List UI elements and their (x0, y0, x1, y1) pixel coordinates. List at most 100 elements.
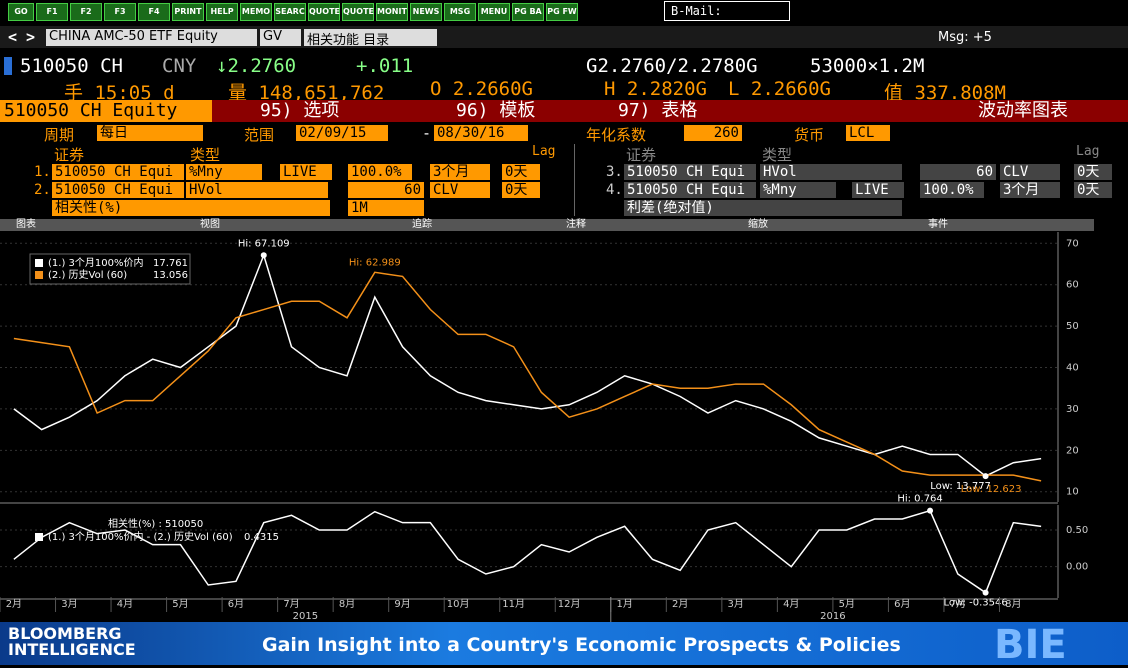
legend-value: 13.056 (153, 270, 188, 281)
banner[interactable] (0, 622, 1128, 665)
bid-ask: G2.2760/2.2780G (586, 55, 758, 77)
x-group-label: 2015 (293, 611, 318, 622)
chart: 10 20 30 40 50 60 70 0.00 0.50 (1.) 3个月100%价内 17.7… (0, 232, 1088, 622)
currency: CNY (162, 55, 197, 77)
field[interactable]: HVol (760, 164, 902, 180)
legend-value: 0.4315 (244, 532, 279, 543)
y-tick-label: 60 (1066, 280, 1079, 291)
x-tick-label: 11月 (502, 598, 525, 610)
field[interactable]: LIVE (280, 164, 332, 180)
button[interactable]: F3 (104, 3, 136, 21)
field[interactable]: 利差(绝对值) (624, 200, 902, 216)
x-tick-label: 5月 (172, 598, 188, 610)
toolbar-item[interactable]: 追踪 (412, 219, 432, 230)
field[interactable]: 510050 CH Equi (624, 164, 756, 180)
button[interactable]: F1 (36, 3, 68, 21)
period[interactable]: 每日 (97, 125, 203, 141)
chart-toolbar (0, 219, 1094, 231)
label: 年化系数 (586, 126, 647, 144)
button[interactable]: F4 (138, 3, 170, 21)
y-tick-label: 10 (1066, 487, 1079, 498)
toolbar-item[interactable]: 事件 (928, 219, 948, 230)
row-num: 3. (606, 164, 623, 180)
annotation: Low: 13.777 (930, 481, 991, 492)
function-select[interactable]: GV (260, 29, 301, 46)
x-tick-label: 7月 (283, 598, 299, 610)
x-tick-label: 6月 (894, 598, 910, 610)
field[interactable]: 100.0% (920, 182, 984, 198)
y-tick-label: 20 (1066, 445, 1079, 456)
related-menu[interactable]: 相关功能 目录 (304, 29, 437, 48)
button[interactable]: HELP (206, 3, 238, 21)
volume: 量 148,651,762 (228, 82, 385, 104)
msg[interactable]: Msg: +5 (938, 30, 992, 45)
button[interactable]: MENU (478, 3, 510, 21)
field[interactable]: 3个月 (1000, 182, 1060, 198)
field[interactable]: 510050 CH Equi (52, 182, 184, 198)
tab[interactable]: 97) 表格 (618, 100, 698, 121)
button[interactable]: SEARC (274, 3, 306, 21)
field[interactable]: %Mny (760, 182, 836, 198)
security-input[interactable]: CHINA AMC-50 ETF Equity (46, 29, 257, 46)
currency-select[interactable]: LCL (846, 125, 890, 141)
field[interactable]: CLV (1000, 164, 1060, 180)
button[interactable]: PRINT (172, 3, 204, 21)
field[interactable]: 0天 (1074, 182, 1112, 198)
toolbar-item[interactable]: 注释 (566, 219, 586, 230)
y-tick-label: 30 (1066, 404, 1079, 415)
annotation: Hi: 62.989 (349, 257, 401, 268)
button[interactable]: MEMO (240, 3, 272, 21)
legend-name: (2.) 历史Vol (60) (48, 269, 127, 281)
tab[interactable]: 96) 模板 (456, 100, 536, 121)
x-tick-label: 8月 (339, 598, 355, 610)
annual[interactable]: 260 (684, 125, 742, 141)
button[interactable]: QUOTE (308, 3, 340, 21)
field[interactable]: 510050 CH Equi (624, 182, 756, 198)
field[interactable]: HVol (186, 182, 328, 198)
button[interactable]: PG FW (546, 3, 578, 21)
field[interactable]: LIVE (852, 182, 904, 198)
field[interactable]: %Mny (186, 164, 262, 180)
toolbar-item[interactable]: 图表 (16, 219, 36, 230)
y-tick-label: 70 (1066, 238, 1079, 249)
y-tick-label: 0.00 (1066, 562, 1088, 573)
button[interactable]: MONIT (376, 3, 408, 21)
field[interactable]: CLV (430, 182, 490, 198)
tab[interactable]: 95) 选项 (260, 100, 340, 121)
time: 手 15:05 d (64, 82, 175, 104)
button[interactable]: NEWS (410, 3, 442, 21)
button[interactable]: GO (8, 3, 34, 21)
nav-arrows[interactable]: < > (8, 28, 36, 46)
field[interactable]: 60 (920, 164, 996, 180)
annotation: Hi: 0.764 (897, 494, 942, 505)
field[interactable]: 3个月 (430, 164, 490, 180)
field[interactable]: 100.0% (348, 164, 412, 180)
field[interactable]: 0天 (502, 182, 540, 198)
field[interactable]: 60 (348, 182, 424, 198)
toolbar-item[interactable]: 视图 (200, 219, 220, 230)
legend-swatch (35, 271, 43, 279)
start-date[interactable]: 02/09/15 (296, 125, 388, 141)
x-tick-label: 4月 (117, 598, 133, 610)
button[interactable]: QUOTE (342, 3, 374, 21)
toolbar-item[interactable]: 缩放 (748, 219, 768, 230)
col-header: 证券 (626, 146, 657, 164)
button[interactable]: MSG (444, 3, 476, 21)
end-date[interactable]: 08/30/16 (434, 125, 528, 141)
field[interactable]: 相关性(%) (52, 200, 330, 216)
field[interactable]: 510050 CH Equi (52, 164, 184, 180)
x-tick-label: 7月 (950, 598, 966, 610)
y-tick-label: 50 (1066, 321, 1079, 332)
button[interactable]: PG BA (512, 3, 544, 21)
b-mail[interactable]: B-Mail: (664, 1, 790, 21)
x-tick-label: 10月 (447, 598, 470, 610)
y-tick-label: 0.50 (1066, 525, 1088, 536)
button[interactable]: F2 (70, 3, 102, 21)
equity-label: 510050 CH Equity (0, 100, 212, 122)
field[interactable]: 0天 (1074, 164, 1112, 180)
field[interactable]: 1M (348, 200, 424, 216)
field[interactable]: 0天 (502, 164, 540, 180)
row-num: 1. (34, 164, 51, 180)
last-price: ↓2.2760 (216, 55, 297, 77)
